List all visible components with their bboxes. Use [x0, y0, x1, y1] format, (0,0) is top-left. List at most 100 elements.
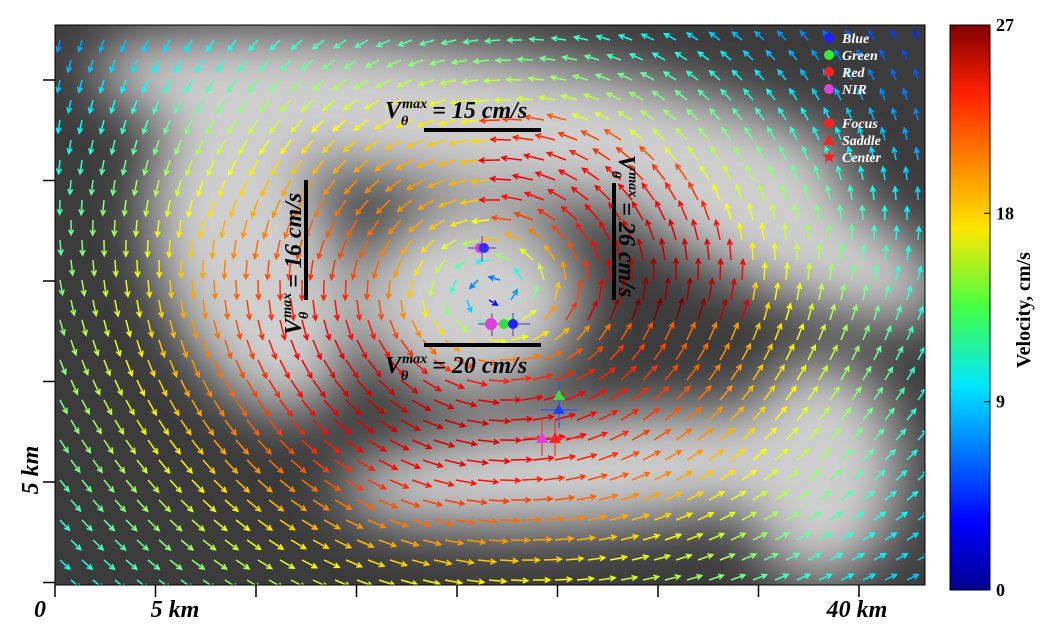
velocity-arrow	[826, 223, 833, 241]
velocity-arrow	[499, 437, 523, 444]
velocity-arrow	[568, 150, 589, 161]
velocity-arrow	[675, 385, 691, 401]
velocity-arrow	[289, 79, 303, 92]
velocity-arrow	[411, 559, 431, 567]
velocity-arrow	[202, 579, 215, 585]
velocity-arrow	[743, 88, 754, 101]
velocity-arrow	[929, 533, 940, 540]
velocity-arrow	[109, 99, 116, 115]
velocity-arrow	[565, 555, 585, 562]
background-image	[55, 25, 940, 585]
velocity-arrow	[543, 474, 566, 482]
velocity-arrow	[186, 199, 193, 218]
velocity-arrow	[777, 107, 787, 121]
velocity-arrow	[470, 137, 490, 145]
velocity-arrow	[862, 490, 876, 501]
velocity-arrow	[895, 386, 905, 401]
velocity-arrow	[751, 281, 759, 301]
velocity-arrow	[367, 479, 387, 490]
velocity-arrow	[736, 221, 744, 241]
velocity-arrow	[645, 218, 655, 241]
velocity-arrow	[205, 79, 215, 94]
velocity-arrow	[180, 339, 189, 359]
velocity-arrow	[642, 321, 653, 341]
velocity-arrow	[444, 459, 467, 467]
velocity-arrow	[807, 343, 816, 361]
velocity-arrow	[572, 34, 589, 42]
velocity-arrow	[917, 471, 925, 481]
velocity-arrow	[323, 519, 342, 530]
velocity-arrow	[258, 99, 270, 114]
velocity-arrow	[202, 339, 211, 360]
velocity-arrow	[247, 39, 259, 52]
velocity-arrow	[79, 239, 86, 257]
velocity-arrow	[477, 359, 499, 366]
velocity-arrow	[664, 533, 683, 541]
velocity-arrow	[893, 224, 900, 241]
velocity-arrow	[470, 218, 490, 225]
velocity-arrow	[367, 399, 386, 415]
velocity-arrow	[543, 556, 564, 563]
velocity-arrow	[763, 552, 779, 561]
velocity-arrow	[345, 439, 364, 453]
velocity-arrow	[125, 439, 137, 455]
velocity-arrow	[639, 109, 655, 121]
velocity-arrow	[453, 259, 468, 270]
velocity-arrow	[631, 429, 651, 441]
velocity-arrow	[279, 59, 292, 72]
velocity-arrow	[373, 119, 391, 130]
velocity-arrow	[675, 512, 694, 521]
velocity-arrow	[378, 339, 391, 359]
velocity-arrow	[892, 185, 899, 201]
velocity-arrow	[838, 243, 845, 261]
velocity-arrow	[856, 48, 864, 61]
velocity-arrow	[708, 107, 721, 121]
velocity-arrow	[56, 199, 63, 216]
value: = 15 cm/s	[432, 98, 527, 124]
velocity-arrow	[238, 139, 248, 156]
velocity-arrow	[433, 559, 453, 566]
velocity-arrow	[293, 199, 303, 219]
velocity-arrow	[184, 79, 193, 94]
velocity-arrow	[477, 438, 501, 446]
velocity-arrow	[444, 379, 466, 390]
velocity-arrow	[890, 68, 897, 81]
velocity-arrow	[477, 157, 501, 164]
velocity-arrow	[752, 532, 769, 541]
velocity-arrow	[561, 54, 578, 62]
velocity-arrow	[675, 428, 693, 441]
velocity-arrow	[833, 48, 842, 61]
velocity-arrow	[277, 279, 284, 302]
velocity-arrow	[734, 183, 743, 201]
velocity-arrow	[114, 459, 126, 474]
velocity-arrow	[312, 459, 330, 473]
velocity-arrow	[575, 222, 589, 241]
velocity-arrow	[628, 257, 635, 281]
velocity-arrow	[312, 339, 323, 361]
velocity-arrow	[571, 74, 589, 81]
velocity-arrow	[205, 39, 215, 53]
velocity-arrow	[521, 394, 544, 401]
velocity-arrow	[147, 359, 156, 378]
velocity-arrow	[301, 479, 319, 492]
velocity-arrow	[353, 159, 369, 174]
velocity-arrow	[605, 257, 612, 281]
velocity-arrow	[125, 519, 138, 532]
velocity-arrow	[730, 573, 747, 581]
velocity-arrow	[174, 179, 182, 198]
velocity-arrow	[235, 519, 251, 532]
velocity-arrow	[180, 579, 192, 585]
velocity-arrow	[543, 351, 563, 361]
velocity-arrow	[829, 552, 844, 561]
velocity-arrow	[884, 490, 898, 501]
velocity-arrow	[147, 399, 158, 417]
velocity-arrow	[840, 323, 848, 341]
velocity-arrow	[890, 28, 897, 41]
velocity-arrow	[929, 368, 936, 380]
velocity-field	[55, 28, 940, 585]
velocity-arrow	[136, 299, 143, 319]
velocity-arrow	[664, 449, 683, 461]
velocity-arrow	[103, 519, 116, 532]
velocity-arrow	[367, 219, 380, 237]
velocity-arrow	[796, 448, 810, 461]
